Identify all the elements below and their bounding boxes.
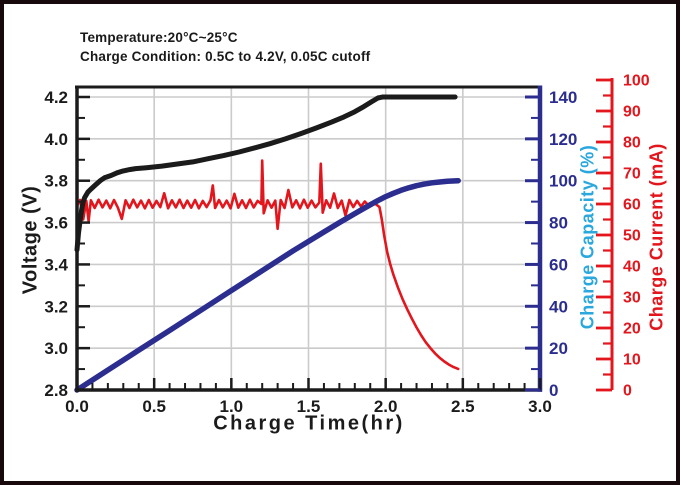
voltage-tick-label: 4.2 (44, 88, 68, 107)
voltage-tick-label: 2.8 (44, 381, 68, 400)
capacity-axis-title: Charge Capacity (%) (577, 144, 598, 330)
current-tick-label: 90 (623, 104, 641, 121)
voltage-tick-label: 3.0 (44, 339, 68, 358)
voltage-axis-title: Voltage (V) (19, 185, 42, 295)
current-tick-label: 10 (623, 352, 641, 369)
capacity-tick-label: 140 (549, 88, 577, 107)
x-tick-label: 0.0 (65, 397, 89, 416)
current-tick-label: 80 (623, 135, 641, 152)
x-tick-label: 3.0 (528, 397, 552, 416)
current-tick-label: 60 (623, 197, 641, 214)
current-tick-label: 70 (623, 166, 641, 183)
chart-note-temperature: Temperature:20°C~25°C (80, 30, 238, 45)
x-tick-label: 1.0 (220, 397, 244, 416)
current-tick-label: 40 (623, 259, 641, 276)
voltage-tick-label: 4.0 (44, 130, 68, 149)
current-tick-label: 20 (623, 321, 641, 338)
x-tick-label: 0.5 (142, 397, 166, 416)
current-axis-title: Charge Current (mA) (646, 143, 667, 331)
x-tick-label: 2.0 (374, 397, 398, 416)
current-tick-label: 100 (623, 73, 650, 90)
voltage-tick-label: 3.2 (44, 297, 68, 316)
chart-note-charge-condition: Charge Condition: 0.5C to 4.2V, 0.05C cu… (80, 49, 371, 64)
x-axis-title: Charge Time(hr) (213, 412, 405, 435)
capacity-curve (74, 177, 461, 393)
current-tick-label: 30 (623, 290, 641, 307)
capacity-tick-label: 0 (549, 381, 558, 400)
capacity-tick-label: 80 (549, 214, 568, 233)
current-curve (75, 159, 460, 371)
x-tick-label: 2.5 (451, 397, 475, 416)
current-tick-label: 0 (623, 383, 632, 400)
capacity-tick-label: 120 (549, 130, 577, 149)
voltage-curve (74, 94, 458, 253)
x-tick-label: 1.5 (297, 397, 321, 416)
capacity-tick-label: 20 (549, 339, 568, 358)
voltage-tick-label: 3.6 (44, 214, 68, 233)
voltage-tick-label: 3.8 (44, 172, 68, 191)
current-tick-label: 50 (623, 228, 641, 245)
voltage-tick-label: 3.4 (44, 255, 68, 274)
capacity-tick-label: 40 (549, 297, 568, 316)
chart-notes: Temperature:20°C~25°C Charge Condition: … (80, 28, 370, 66)
capacity-tick-label: 100 (549, 172, 577, 191)
capacity-tick-label: 60 (549, 255, 568, 274)
